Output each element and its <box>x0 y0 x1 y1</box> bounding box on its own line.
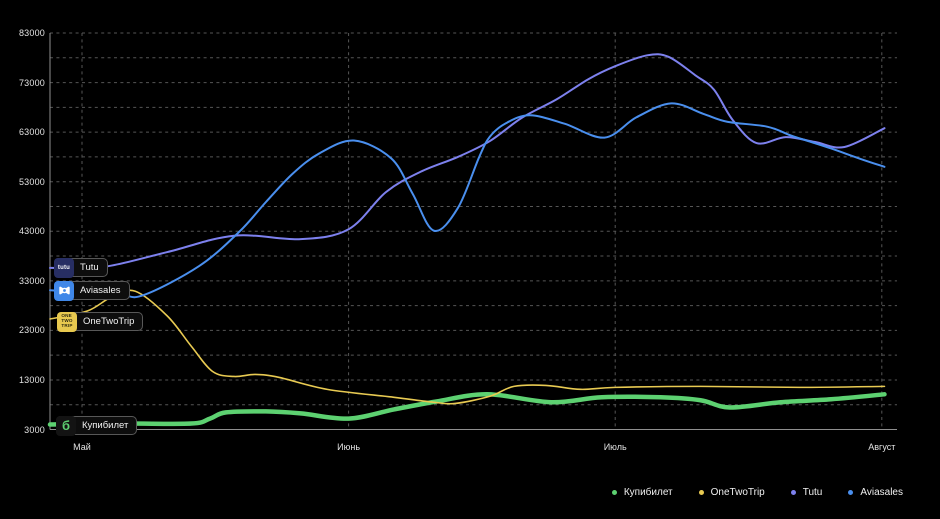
onetwotrip-logo-icon: ONE TWO TRIP <box>57 311 77 332</box>
aviasales-logo-icon <box>54 280 74 301</box>
series-line-onetwotrip <box>49 289 886 405</box>
y-tick-label: 53000 <box>18 176 45 187</box>
tutu-logo-text: tutu <box>57 264 71 271</box>
kupibilet-logo-text: б <box>61 418 71 433</box>
x-tick-label: Май <box>73 442 91 452</box>
series-start-label-text: OneTwoTrip <box>83 316 135 327</box>
y-tick-label: 73000 <box>18 77 45 88</box>
legend-item-3[interactable]: Aviasales <box>848 487 903 498</box>
legend-label: OneTwoTrip <box>710 487 765 498</box>
legend-item-2[interactable]: Tutu <box>790 487 823 498</box>
legend-label: Tutu <box>802 487 823 498</box>
y-tick-label: 83000 <box>18 28 45 38</box>
onetwotrip-logo-text: ONE TWO TRIP <box>61 313 73 328</box>
legend-label: Aviasales <box>860 487 903 498</box>
y-tick-label: 23000 <box>18 325 45 336</box>
series-line-tutu <box>49 53 886 270</box>
legend-item-1[interactable]: OneTwoTrip <box>698 487 765 498</box>
series-start-label-text: Tutu <box>80 262 99 273</box>
y-tick-label: 33000 <box>18 275 45 286</box>
legend-dot-icon <box>848 490 854 495</box>
legend-dot-icon <box>698 490 704 495</box>
y-tick-label: 63000 <box>18 127 45 138</box>
series-start-label-onetwotrip[interactable]: ONE TWO TRIP OneTwoTrip <box>57 311 144 332</box>
series-start-label-text: Купибилет <box>82 420 129 431</box>
y-tick-label: 13000 <box>18 374 45 385</box>
legend: Купибилет OneTwoTrip Tutu Aviasales <box>611 487 903 498</box>
x-tick-label: Август <box>868 442 896 452</box>
kupibilet-logo-icon: б <box>56 415 76 436</box>
series-line-aviasales <box>49 102 886 299</box>
y-tick-label: 3000 <box>24 424 45 435</box>
series-start-label-tutu[interactable]: tutu Tutu <box>54 257 108 278</box>
legend-dot-icon <box>790 490 796 495</box>
x-tick-label: Июнь <box>337 442 361 452</box>
legend-label: Купибилет <box>623 487 673 498</box>
series-line-kupibilet <box>47 392 887 427</box>
legend-item-0[interactable]: Купибилет <box>611 487 673 498</box>
legend-dot-icon <box>611 490 617 495</box>
series-start-label-text: Aviasales <box>80 285 121 296</box>
series-start-label-kupibilet[interactable]: б Купибилет <box>56 415 138 436</box>
series-start-label-aviasales[interactable]: Aviasales <box>54 280 130 301</box>
tutu-logo-icon: tutu <box>54 257 74 278</box>
x-tick-label: Июль <box>603 442 627 452</box>
y-tick-label: 43000 <box>18 226 45 237</box>
aviasales-glyph <box>58 286 70 295</box>
